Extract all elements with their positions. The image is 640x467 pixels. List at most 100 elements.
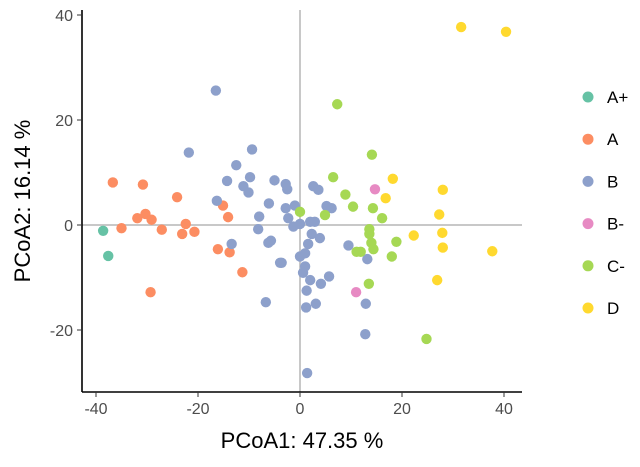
point-Cminus — [367, 203, 379, 214]
point-B — [301, 367, 313, 379]
point-Bminus — [369, 184, 381, 195]
point-B — [297, 267, 309, 278]
point-Cminus — [332, 99, 343, 110]
legend-swatch — [582, 175, 594, 187]
point-B — [310, 298, 322, 309]
point-B — [362, 253, 373, 265]
y-tick-label: -20 — [50, 323, 73, 340]
point-A — [176, 228, 188, 240]
legend-swatch — [582, 260, 594, 272]
point-B — [210, 85, 222, 96]
point-B — [246, 144, 258, 155]
point-Cminus — [376, 212, 388, 224]
x-tick-label: -20 — [186, 401, 209, 418]
point-D — [408, 230, 419, 241]
point-B — [301, 285, 312, 296]
point-A — [145, 287, 156, 298]
legend-label: A — [607, 130, 619, 149]
legend: A+ A B B- C- D — [582, 88, 628, 318]
point-Cminus — [327, 172, 339, 183]
point-B — [276, 257, 287, 268]
point-B — [265, 235, 277, 246]
point-B — [226, 238, 237, 250]
point-B — [306, 228, 317, 240]
point-A — [237, 267, 248, 278]
x-tick-label: 0 — [296, 401, 305, 418]
point-A — [156, 224, 167, 235]
point-Cminus — [421, 333, 432, 345]
legend-item: A — [582, 130, 619, 149]
point-B — [343, 240, 354, 251]
legend-swatch — [582, 91, 594, 103]
point-D — [434, 209, 445, 220]
point-B — [360, 298, 371, 309]
point-B — [294, 251, 306, 262]
legend-swatch — [582, 302, 594, 314]
point-A — [107, 177, 119, 188]
x-tick-label: 20 — [393, 401, 411, 418]
point-B — [300, 302, 312, 313]
point-D — [431, 274, 443, 286]
point-A — [189, 226, 200, 238]
data-points — [97, 21, 512, 379]
point-B — [315, 278, 327, 289]
y-tick-label: 0 — [64, 218, 73, 235]
point-A — [212, 243, 224, 255]
point-D — [500, 26, 512, 37]
legend-item: A+ — [582, 88, 628, 107]
y-tick-label: 20 — [55, 113, 73, 130]
point-Cminus — [364, 228, 375, 240]
legend-item: C- — [582, 257, 625, 276]
point-Cminus — [366, 149, 378, 160]
point-Cminus — [347, 201, 359, 212]
reference-lines — [82, 10, 522, 392]
point-Cminus — [355, 246, 366, 257]
point-Aplus — [103, 250, 114, 262]
point-D — [437, 227, 448, 239]
point-Cminus — [340, 189, 351, 200]
point-A — [116, 222, 127, 234]
legend-label: B — [607, 172, 618, 191]
legend-label: A+ — [607, 88, 628, 107]
point-B — [244, 172, 256, 183]
point-A — [222, 211, 234, 223]
point-B — [269, 175, 280, 186]
point-B — [294, 218, 306, 230]
point-D — [437, 184, 448, 196]
point-B — [221, 175, 233, 187]
point-B — [243, 187, 254, 198]
point-D — [387, 173, 399, 184]
point-A — [224, 247, 235, 258]
point-B — [302, 238, 314, 250]
point-B — [254, 211, 265, 222]
point-A — [137, 179, 149, 190]
point-D — [487, 246, 498, 257]
point-A — [146, 214, 157, 225]
point-Aplus — [97, 225, 109, 236]
point-B — [252, 224, 264, 235]
point-B — [314, 232, 326, 244]
point-Cminus — [386, 251, 397, 262]
point-Bminus — [350, 287, 362, 298]
point-Cminus — [319, 209, 331, 221]
x-ticks: -40 -20 0 20 40 — [84, 392, 513, 418]
point-B — [280, 203, 291, 214]
point-Cminus — [363, 278, 375, 289]
point-B — [263, 198, 275, 209]
point-B — [313, 184, 324, 196]
point-D — [437, 242, 448, 253]
point-Cminus — [391, 236, 402, 247]
point-B — [282, 184, 293, 195]
point-B — [305, 274, 316, 286]
y-tick-label: 40 — [55, 8, 73, 25]
x-tick-label: -40 — [84, 401, 107, 418]
point-B — [183, 147, 195, 158]
legend-item: B — [582, 172, 618, 191]
point-Cminus — [368, 243, 379, 255]
y-ticks: -20 0 20 40 — [50, 8, 82, 340]
point-B — [211, 195, 223, 207]
point-B — [323, 271, 335, 282]
legend-item: D — [582, 299, 619, 318]
point-D — [380, 193, 391, 204]
